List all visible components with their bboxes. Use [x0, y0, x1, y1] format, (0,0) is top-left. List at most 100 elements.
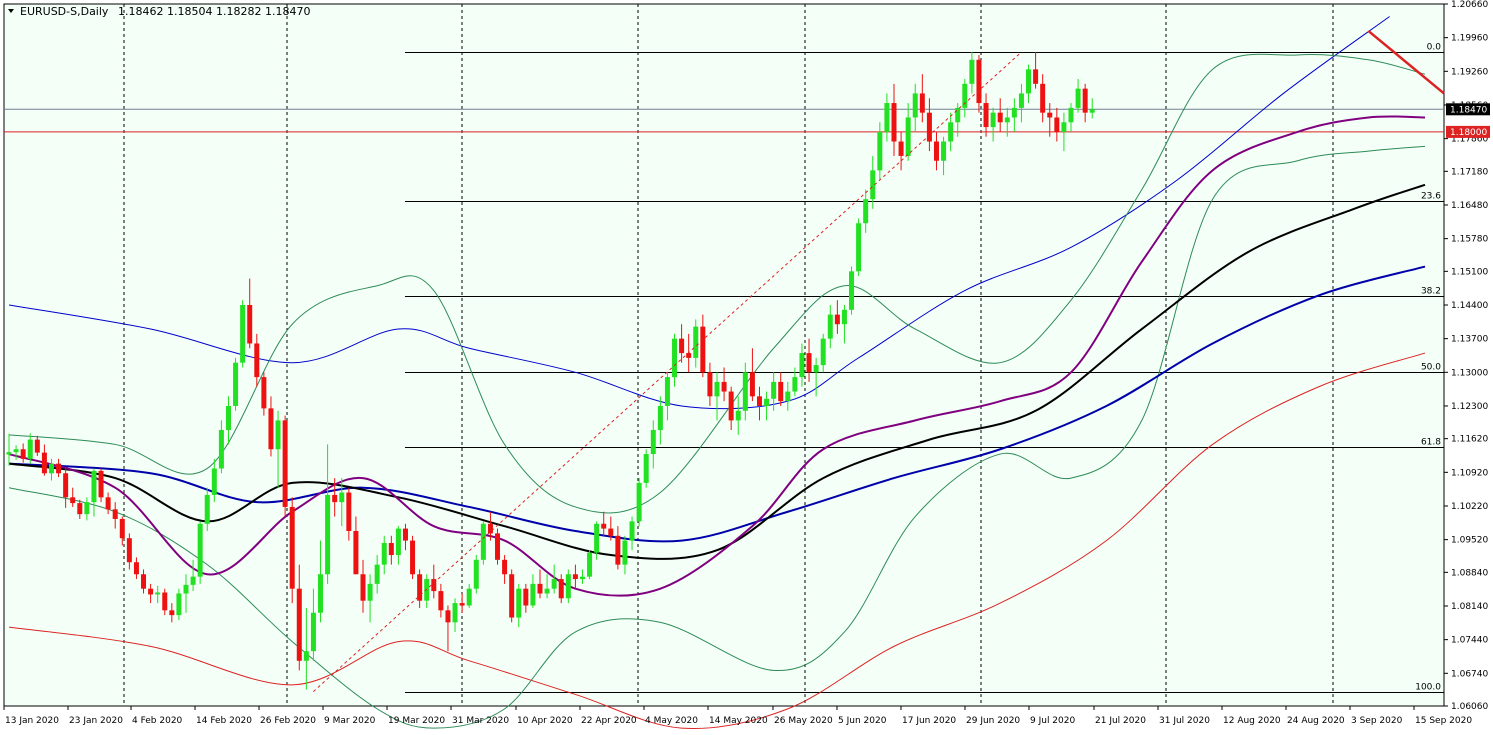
candle-body [693, 326, 699, 358]
candle [523, 583, 529, 613]
candle-body [806, 353, 812, 373]
candle-body [813, 365, 819, 373]
candle-body [756, 396, 762, 406]
candle-body [898, 141, 904, 156]
candle [119, 516, 125, 546]
candle [374, 555, 380, 594]
candle-body [587, 552, 593, 577]
price-axis[interactable]: 1.206601.199601.192601.185601.178601.171… [1444, 0, 1490, 712]
time-tick-label: 17 Jun 2020 [902, 716, 956, 726]
candle [240, 300, 246, 368]
candle [509, 569, 515, 623]
candle-body [410, 540, 416, 575]
candle [480, 521, 486, 565]
candle [353, 516, 359, 575]
candle [282, 415, 288, 517]
candle [70, 487, 76, 507]
fib-level-label: 50.0 [1421, 363, 1441, 373]
candle-body [579, 576, 585, 580]
candle [516, 583, 522, 628]
time-tick-label: 21 Jul 2020 [1095, 716, 1146, 726]
candle [707, 362, 713, 406]
candle-body [148, 588, 154, 595]
candle [339, 478, 345, 527]
price-tick-label: 1.06060 [1451, 702, 1488, 712]
candle-body [629, 521, 635, 541]
candle-body [863, 199, 869, 224]
candle [721, 367, 727, 402]
price-tick-label: 1.19260 [1451, 67, 1488, 77]
candle [856, 218, 862, 277]
level-price-marker [1446, 125, 1490, 138]
candle [197, 521, 203, 584]
candle [905, 103, 911, 161]
candle [431, 564, 437, 599]
candle [983, 93, 989, 137]
candle-body [1054, 117, 1060, 132]
candle [863, 189, 869, 233]
candle-body [339, 492, 345, 503]
candle-body [282, 420, 288, 507]
candle [1011, 98, 1017, 132]
candle-body [530, 583, 536, 606]
candle [318, 540, 324, 623]
candle-body [735, 410, 741, 421]
dropdown-triangle-icon[interactable] [8, 9, 14, 13]
candle [148, 583, 154, 604]
candle-body [13, 449, 19, 453]
candle [98, 468, 104, 503]
candle [530, 574, 536, 608]
candle-body [622, 540, 628, 565]
candle-body [190, 576, 196, 585]
candle-body [105, 497, 111, 510]
candle [650, 420, 656, 469]
candle [310, 588, 316, 661]
candle-body [792, 377, 798, 392]
candle-body [771, 381, 777, 399]
candle [643, 449, 649, 488]
candle-body [544, 588, 550, 594]
candle [962, 79, 968, 118]
price-tick-label: 1.17180 [1451, 167, 1488, 177]
candle-body [275, 420, 281, 450]
time-tick-label: 12 Aug 2020 [1223, 716, 1281, 726]
trendlines [313, 29, 1445, 692]
candle [792, 367, 798, 397]
candle [629, 516, 635, 551]
candle [303, 607, 309, 690]
candle-body [657, 405, 663, 431]
candle [926, 98, 932, 152]
bollinger-lower-band [8, 145, 1426, 729]
level-price-label: 1.18000 [1450, 128, 1487, 138]
bollinger-upper-band [8, 53, 1426, 514]
candle [849, 266, 855, 315]
candle-body [502, 559, 508, 575]
candle-body [218, 430, 224, 469]
time-tick-label: 13 Jan 2020 [5, 716, 59, 726]
time-tick-label: 29 Jun 2020 [966, 716, 1020, 726]
candle [884, 93, 890, 142]
candle-body [870, 170, 876, 200]
candle-body [289, 506, 295, 589]
candle [190, 559, 196, 592]
candle-body [27, 439, 33, 459]
candle [749, 348, 755, 402]
candle-body [820, 338, 826, 366]
candle-body [679, 338, 685, 354]
time-axis[interactable]: 13 Jan 2020 23 Jan 2020 4 Feb 2020 14 Feb 2… [3, 706, 1472, 726]
fib-level-label: 61.8 [1421, 438, 1441, 448]
time-tick-label: 9 Mar 2020 [324, 716, 376, 726]
candle [537, 569, 543, 599]
candle-body [141, 574, 147, 589]
candle [898, 131, 904, 171]
candle [891, 83, 897, 156]
price-tick-label: 1.11620 [1451, 435, 1488, 445]
current-price-label: 1.18470 [1450, 105, 1487, 115]
candle-body [445, 610, 451, 623]
symbol-label: EURUSD-S,Daily [20, 5, 109, 18]
candle-body [558, 579, 564, 599]
candle [579, 569, 585, 584]
candle [233, 357, 239, 411]
